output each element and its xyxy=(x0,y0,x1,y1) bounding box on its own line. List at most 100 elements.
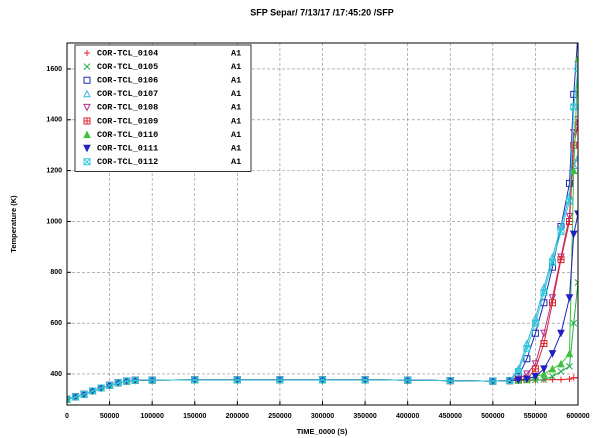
legend-label: COR-TCL_0107 xyxy=(97,89,158,99)
marker xyxy=(514,376,523,385)
legend-marker xyxy=(83,76,91,84)
legend-tag: A1 xyxy=(231,103,241,113)
marker xyxy=(540,339,548,347)
x-tick-label: 100000 xyxy=(140,413,163,420)
marker xyxy=(72,393,80,401)
legend-marker xyxy=(84,50,90,56)
x-tick-label: 150000 xyxy=(183,413,206,420)
marker xyxy=(574,116,578,124)
marker xyxy=(557,256,565,264)
marker xyxy=(574,210,578,218)
marker xyxy=(565,294,574,302)
marker xyxy=(570,103,578,111)
marker xyxy=(574,279,578,286)
marker xyxy=(574,65,578,73)
marker xyxy=(574,153,578,162)
legend-label: COR-TCL_0109 xyxy=(97,116,158,126)
marker xyxy=(514,367,522,375)
x-tick-label: 500000 xyxy=(481,413,504,420)
legend-marker xyxy=(83,144,91,153)
marker xyxy=(540,369,548,378)
x-axis-label: TIME_0000 (S) xyxy=(297,427,348,436)
x-tick-label: 300000 xyxy=(311,413,334,420)
marker xyxy=(569,166,578,175)
marker xyxy=(319,376,326,384)
marker xyxy=(570,319,578,327)
legend-marker xyxy=(83,63,91,70)
marker xyxy=(446,377,454,385)
marker xyxy=(361,376,369,384)
legend-label: COR-TCL_0110 xyxy=(97,130,158,140)
x-tick-label: 200000 xyxy=(226,413,249,420)
marker xyxy=(565,349,574,358)
legend: COR-TCL_0104 A1 COR-TCL_0105 A1 COR-TCL_0106… xyxy=(74,44,252,172)
marker xyxy=(557,329,565,338)
marker xyxy=(540,289,548,297)
marker xyxy=(97,384,105,392)
legend-marker xyxy=(83,130,91,139)
y-tick-label: 400 xyxy=(50,371,62,378)
marker xyxy=(557,376,564,383)
legend-marker xyxy=(83,89,91,98)
legend-box xyxy=(74,44,252,172)
x-tick-label: 400000 xyxy=(396,413,419,420)
marker xyxy=(557,368,565,375)
legend-tag: A1 xyxy=(231,62,241,72)
chart-title: SFP Separ/ 7/13/17 /17:45:20 /SFP xyxy=(250,7,393,17)
legend-label: COR-TCL_0106 xyxy=(97,75,158,85)
marker xyxy=(523,375,531,384)
marker xyxy=(148,376,156,384)
legend-tag: A1 xyxy=(231,143,241,153)
y-tick-label: 600 xyxy=(50,320,62,327)
marker xyxy=(566,376,573,383)
marker xyxy=(531,365,539,373)
marker xyxy=(523,345,531,353)
marker xyxy=(540,376,548,383)
marker xyxy=(531,373,540,381)
marker xyxy=(523,355,531,363)
marker xyxy=(106,381,114,389)
marker xyxy=(523,370,531,379)
x-tick-label: 550000 xyxy=(524,413,547,420)
marker xyxy=(548,364,557,373)
marker xyxy=(276,376,284,384)
legend-tag: A1 xyxy=(231,157,241,167)
legend-label: COR-TCL_0108 xyxy=(97,103,158,113)
marker xyxy=(548,299,556,307)
y-tick-label: 1200 xyxy=(46,167,62,174)
marker xyxy=(131,376,139,384)
x-tick-label: 250000 xyxy=(268,413,291,420)
legend-label: COR-TCL_0111 xyxy=(97,143,158,153)
marker xyxy=(531,329,539,337)
marker xyxy=(549,376,556,383)
marker xyxy=(548,258,556,266)
legend-tag: A1 xyxy=(231,130,241,140)
series-line xyxy=(67,213,578,400)
legend-marker xyxy=(83,158,91,166)
y-axis-label: Temperature (K) xyxy=(9,195,18,253)
marker xyxy=(191,376,199,384)
marker xyxy=(89,387,97,395)
marker xyxy=(114,379,122,387)
marker xyxy=(80,390,88,398)
marker xyxy=(557,359,565,368)
marker xyxy=(566,363,573,370)
marker xyxy=(67,395,71,403)
marker xyxy=(575,374,578,381)
legend-tag: A1 xyxy=(231,48,241,58)
x-tick-label: 0 xyxy=(65,413,69,420)
x-tick-label: 50000 xyxy=(100,413,120,420)
y-tick-label: 1000 xyxy=(46,218,62,225)
y-tick-label: 1600 xyxy=(46,66,62,73)
legend-tag: A1 xyxy=(231,89,241,99)
x-tick-label: 600000 xyxy=(566,413,589,420)
x-tick-label: 350000 xyxy=(353,413,376,420)
marker xyxy=(233,376,241,384)
marker xyxy=(540,329,548,338)
marker xyxy=(548,350,557,358)
marker xyxy=(506,377,514,385)
x-tick-label: 450000 xyxy=(439,413,462,420)
marker xyxy=(489,377,497,385)
marker xyxy=(575,30,581,36)
